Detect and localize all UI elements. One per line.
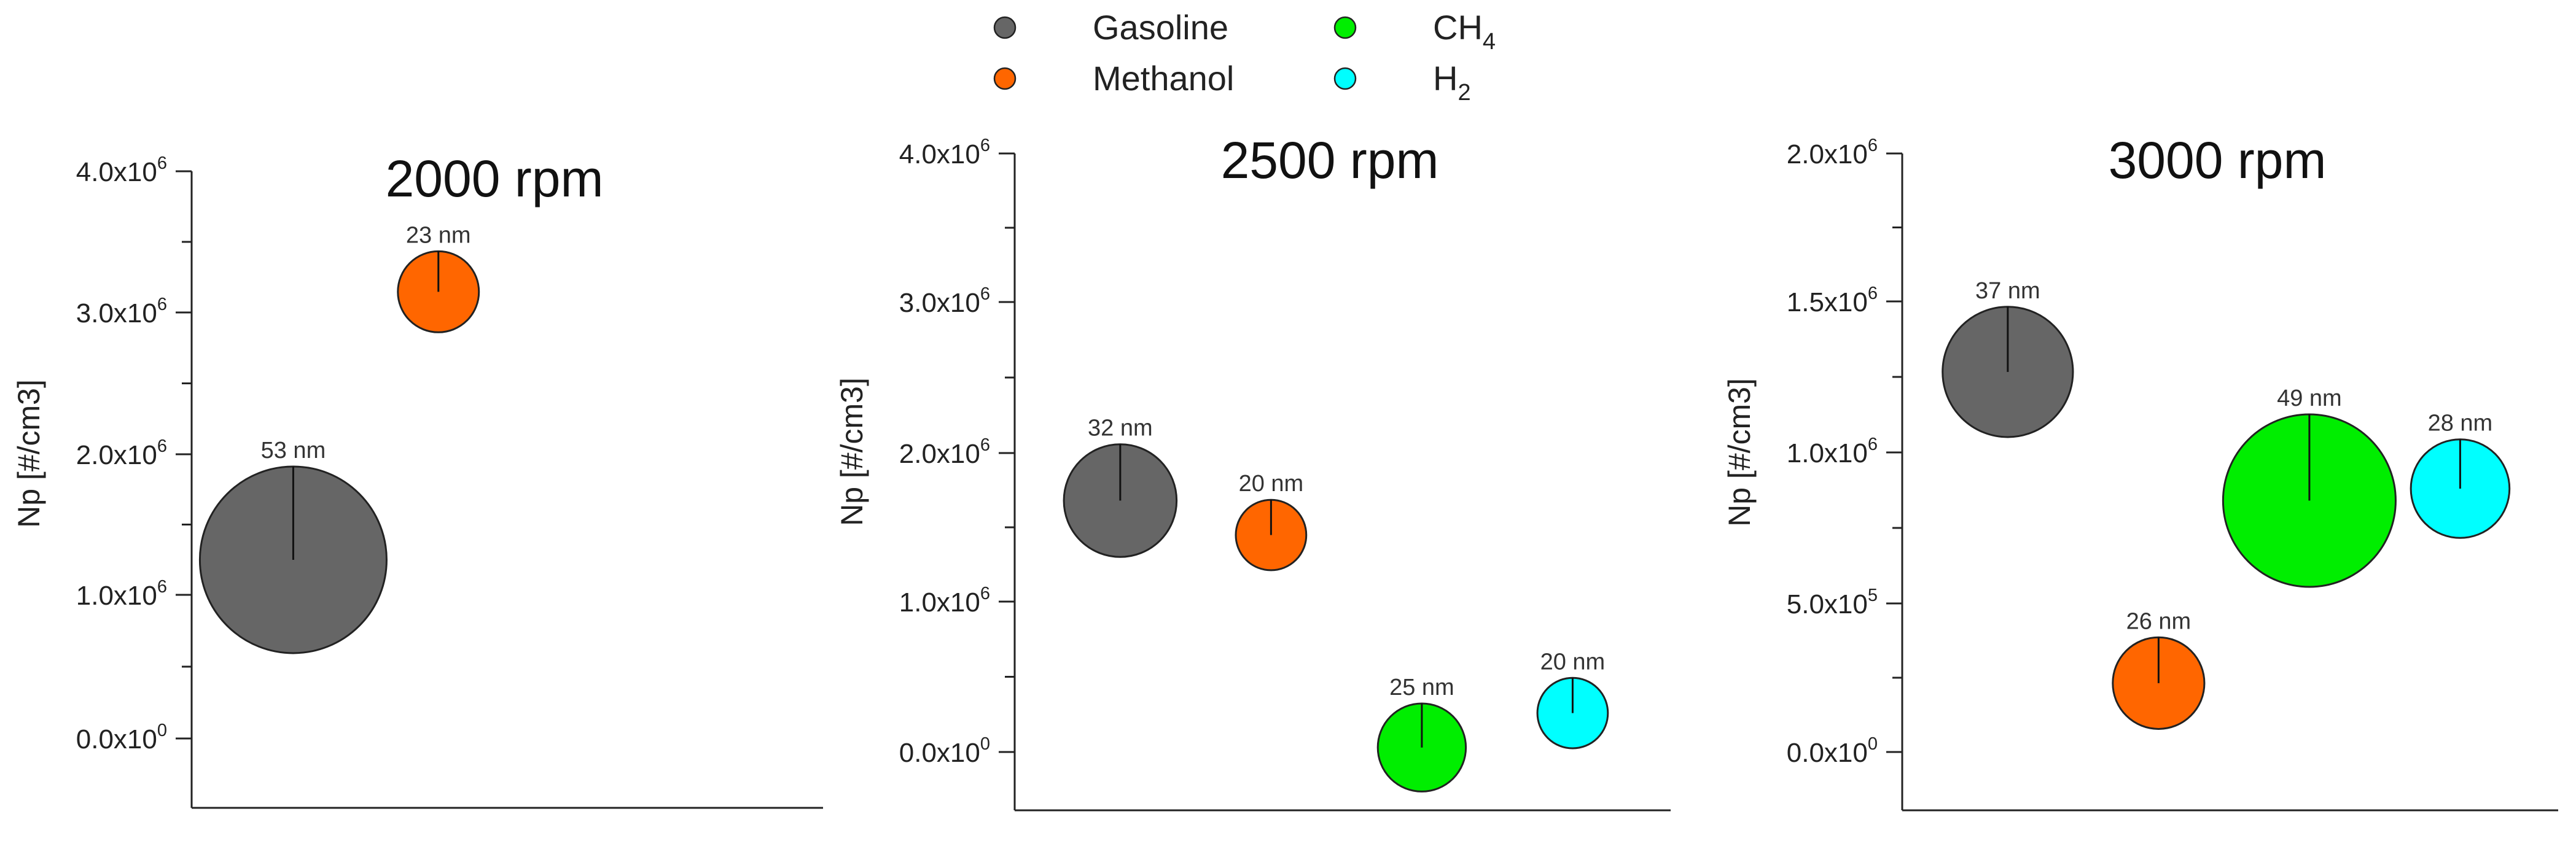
- y-axis-title: Np [#/cm3]: [835, 378, 869, 526]
- legend-marker: [1333, 16, 1357, 39]
- legend-item: H2: [1333, 59, 1471, 106]
- legend-label: CH4: [1433, 8, 1496, 55]
- y-tick-label: 1.0x106: [1787, 435, 1878, 468]
- legend-marker: [1333, 67, 1357, 90]
- chart-panel: 0.0x100 1.0x106 2.0x106 3.0x106 4.0x106 Np [#…: [835, 131, 1671, 812]
- y-tick-label: 2.0x106: [76, 436, 167, 470]
- bubble: 23 nm: [397, 222, 480, 333]
- bubble-size-label: 23 nm: [406, 222, 471, 248]
- bubble-size-label: 20 nm: [1540, 649, 1606, 675]
- bubble: 28 nm: [2410, 411, 2511, 539]
- legend-marker: [993, 67, 1017, 90]
- y-tick-label: 5.0x105: [1787, 586, 1878, 619]
- bubble: 32 nm: [1063, 416, 1178, 558]
- y-tick-label: 2.0x106: [1787, 136, 1878, 169]
- bubble-size-label: 20 nm: [1239, 471, 1304, 497]
- legend-item: Gasoline: [993, 8, 1228, 47]
- bubble-size-label: 32 nm: [1088, 416, 1153, 441]
- y-axis-title: Np [#/cm3]: [12, 379, 46, 528]
- y-axis-title: Np [#/cm3]: [1722, 378, 1757, 527]
- legend-item: CH4: [1333, 8, 1496, 55]
- chart-panel: 0.0x100 5.0x105 1.0x106 1.5x106 2.0x106 Np [#…: [1722, 131, 2558, 812]
- chart-title: 2000 rpm: [386, 150, 604, 207]
- chart-panel: 0.0x100 1.0x106 2.0x106 3.0x106 4.0x106 Np [#…: [12, 150, 823, 809]
- y-tick-label: 1.5x106: [1787, 284, 1878, 317]
- charts: 0.0x100 1.0x106 2.0x106 3.0x106 4.0x106 Np [#…: [12, 131, 2558, 812]
- bubble-size-label: 37 nm: [1975, 278, 2040, 304]
- chart-title: 2500 rpm: [1221, 131, 1439, 189]
- y-tick-label: 0.0x100: [899, 734, 990, 768]
- bubble: 49 nm: [2222, 386, 2397, 588]
- bubble: 53 nm: [198, 438, 388, 654]
- y-tick-label: 2.0x106: [899, 435, 990, 469]
- bubble: 20 nm: [1536, 649, 1609, 750]
- chart-title: 3000 rpm: [2109, 131, 2327, 189]
- y-tick-label: 1.0x106: [899, 584, 990, 618]
- bubble-size-label: 25 nm: [1389, 675, 1454, 700]
- legend-label: Methanol: [1093, 59, 1234, 98]
- bubble-size-label: 28 nm: [2428, 411, 2493, 436]
- y-tick-label: 3.0x106: [899, 284, 990, 318]
- legend-item: Methanol: [993, 59, 1234, 98]
- bubble: 25 nm: [1376, 675, 1467, 793]
- y-tick-label: 0.0x100: [76, 721, 167, 754]
- y-tick-label: 4.0x106: [899, 136, 990, 169]
- y-tick-label: 4.0x106: [76, 153, 167, 187]
- legend-label: H2: [1433, 59, 1471, 106]
- bubble: 20 nm: [1235, 471, 1308, 572]
- bubble: 37 nm: [1942, 278, 2074, 438]
- bubble-size-label: 49 nm: [2277, 386, 2342, 411]
- bubble: 26 nm: [2112, 608, 2206, 730]
- y-tick-label: 0.0x100: [1787, 734, 1878, 768]
- legend-label: Gasoline: [1093, 8, 1228, 47]
- legend-marker: [993, 16, 1017, 39]
- y-tick-label: 1.0x106: [76, 577, 167, 611]
- y-tick-label: 3.0x106: [76, 295, 167, 328]
- bubble-size-label: 26 nm: [2126, 608, 2192, 634]
- bubble-size-label: 53 nm: [261, 438, 326, 463]
